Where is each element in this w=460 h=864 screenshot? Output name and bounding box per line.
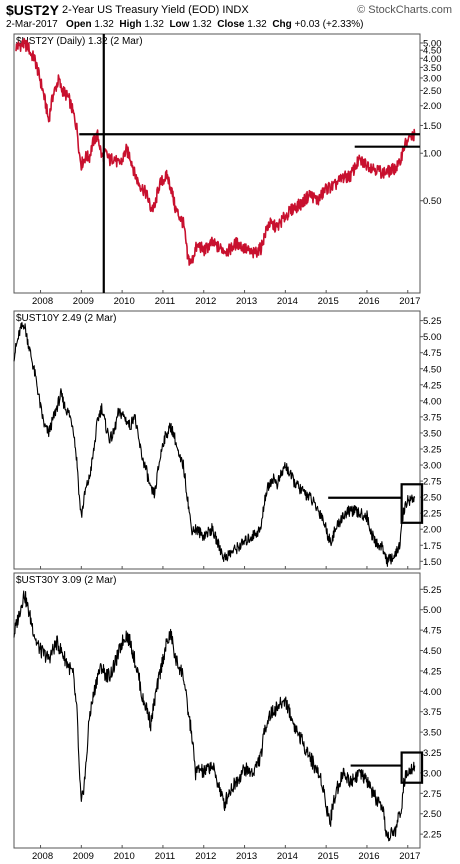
x-tick-label: 2008 bbox=[32, 851, 53, 862]
series-line bbox=[15, 37, 416, 266]
y-tick-label: 4.50 bbox=[423, 46, 442, 57]
description-text: 2-Year US Treasury Yield (EOD) bbox=[62, 4, 220, 16]
open-label: Open bbox=[66, 19, 92, 30]
x-tick-label: 2010 bbox=[114, 851, 135, 862]
y-tick-label: 4.50 bbox=[423, 646, 442, 657]
brand-label: © StockCharts.com bbox=[357, 4, 452, 16]
series-line bbox=[13, 321, 416, 567]
chart-panel-3: $UST30Y 3.09 (2 Mar) 2.25 2.50 2.75 3.00 3.25… bbox=[13, 572, 442, 862]
y-tick-label: 3.00 bbox=[423, 461, 442, 472]
open-value: 1.32 bbox=[94, 19, 114, 30]
plot-frame bbox=[13, 33, 421, 294]
y-tick-label: 4.75 bbox=[423, 348, 442, 359]
x-tick-label: 2011 bbox=[155, 296, 175, 307]
chart-header: $UST2Y 2-Year US Treasury Yield (EOD) IN… bbox=[0, 0, 460, 34]
y-tick-label: 2.50 bbox=[423, 809, 442, 820]
y-tick-label: 5.25 bbox=[423, 585, 442, 596]
x-tick-label: 2015 bbox=[318, 296, 339, 307]
y-tick-label: 4.25 bbox=[423, 380, 442, 391]
y-tick-label: 2.00 bbox=[423, 525, 442, 536]
y-tick-label: 3.75 bbox=[423, 412, 442, 423]
chart-panel-1: $UST2Y (Daily) 1.32 (2 Mar) 0.50 1.00 1.50 2… bbox=[13, 33, 442, 307]
y-tick-label: 1.75 bbox=[423, 541, 442, 552]
high-label: High bbox=[119, 19, 142, 30]
x-tick-label: 2013 bbox=[236, 296, 257, 307]
series-line bbox=[13, 590, 416, 842]
y-tick-label: 2.50 bbox=[423, 493, 442, 504]
y-tick-label: 3.50 bbox=[423, 428, 442, 439]
x-tick-label: 2009 bbox=[73, 851, 94, 862]
y-tick-label: 0.50 bbox=[423, 196, 442, 207]
x-tick-label: 2015 bbox=[318, 851, 339, 862]
y-tick-label: 4.00 bbox=[423, 687, 442, 698]
x-tick-label: 2016 bbox=[358, 851, 379, 862]
annotation-box bbox=[400, 483, 424, 524]
close-label: Close bbox=[217, 19, 245, 30]
y-tick-label: 3.50 bbox=[423, 63, 442, 74]
y-tick-label: 5.00 bbox=[423, 605, 442, 616]
symbol-title: $UST2Y bbox=[6, 2, 59, 18]
y-tick-label: 2.50 bbox=[423, 86, 442, 97]
y-tick-label: 2.00 bbox=[423, 101, 442, 112]
x-tick-label: 2014 bbox=[277, 851, 298, 862]
y-tick-label: 3.25 bbox=[423, 748, 442, 759]
x-tick-label: 2017 bbox=[399, 851, 420, 862]
chg-value: +0.03 (+2.33%) bbox=[294, 19, 364, 30]
x-tick-label: 2009 bbox=[73, 296, 94, 307]
y-tick-label: 1.50 bbox=[423, 121, 442, 132]
x-tick-label: 2017 bbox=[399, 296, 420, 307]
chart-panel-2: $UST10Y 2.49 (2 Mar) 1.50 1.75 2.00 2.25 2.50… bbox=[13, 310, 442, 570]
chg-label: Chg bbox=[272, 19, 292, 30]
low-label: Low bbox=[169, 19, 190, 30]
y-tick-label: 4.25 bbox=[423, 666, 442, 677]
index-tag: INDX bbox=[222, 4, 249, 16]
y-tick-label: 2.75 bbox=[423, 789, 442, 800]
plot-frame bbox=[13, 310, 421, 570]
x-tick-label: 2013 bbox=[236, 851, 257, 862]
y-tick-label: 3.00 bbox=[423, 73, 442, 84]
x-tick-label: 2012 bbox=[195, 851, 216, 862]
y-tick-label: 1.00 bbox=[423, 149, 442, 160]
low-value: 1.32 bbox=[192, 19, 212, 30]
x-tick-label: 2012 bbox=[195, 296, 216, 307]
close-value: 1.32 bbox=[247, 19, 267, 30]
y-tick-label: 2.25 bbox=[423, 830, 442, 841]
symbol-description: 2-Year US Treasury Yield (EOD) INDX bbox=[62, 4, 249, 16]
x-tick-label: 2014 bbox=[277, 296, 298, 307]
y-tick-label: 3.75 bbox=[423, 707, 442, 718]
y-tick-label: 3.25 bbox=[423, 444, 442, 455]
quote-line: 2-Mar-2017 Open 1.32 High 1.32 Low 1.32 … bbox=[6, 19, 363, 30]
x-tick-label: 2008 bbox=[32, 296, 53, 307]
high-value: 1.32 bbox=[144, 19, 164, 30]
y-tick-label: 5.00 bbox=[423, 38, 442, 49]
panel-title: $UST2Y (Daily) 1.32 (2 Mar) bbox=[16, 36, 143, 47]
x-tick-label: 2016 bbox=[358, 296, 379, 307]
y-tick-label: 5.00 bbox=[423, 332, 442, 343]
panel-title: $UST30Y 3.09 (2 Mar) bbox=[16, 575, 116, 586]
y-tick-label: 2.25 bbox=[423, 509, 442, 520]
y-tick-label: 3.00 bbox=[423, 768, 442, 779]
y-tick-label: 4.00 bbox=[423, 396, 442, 407]
plot-frame bbox=[13, 572, 421, 849]
x-tick-label: 2011 bbox=[155, 851, 175, 862]
x-tick-label: 2010 bbox=[114, 296, 135, 307]
y-tick-label: 4.50 bbox=[423, 364, 442, 375]
y-tick-label: 3.50 bbox=[423, 728, 442, 739]
y-tick-label: 5.25 bbox=[423, 316, 442, 327]
y-tick-label: 1.50 bbox=[423, 557, 442, 568]
y-tick-label: 2.75 bbox=[423, 477, 442, 488]
y-tick-label: 4.00 bbox=[423, 54, 442, 65]
annotation-box bbox=[400, 751, 424, 784]
panel-title: $UST10Y 2.49 (2 Mar) bbox=[16, 313, 116, 324]
y-tick-label: 4.75 bbox=[423, 626, 442, 637]
quote-date: 2-Mar-2017 bbox=[6, 19, 58, 30]
